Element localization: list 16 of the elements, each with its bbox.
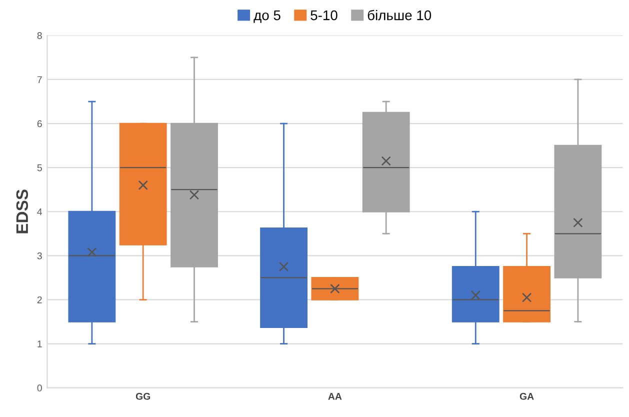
x-tick-label: GG bbox=[136, 392, 150, 400]
y-tick-label: 3 bbox=[37, 252, 42, 260]
legend-label: до 5 bbox=[254, 10, 280, 23]
y-tick-label: 5 bbox=[37, 164, 42, 172]
y-tick-label: 2 bbox=[37, 296, 42, 304]
y-tick-label: 1 bbox=[38, 340, 42, 348]
legend-label: 5-10 bbox=[310, 10, 338, 20]
legend-label: більше 10 bbox=[368, 10, 432, 20]
y-tick-label: 6 bbox=[37, 120, 42, 128]
x-tick-label: AA bbox=[328, 393, 342, 400]
y-tick-label: 4 bbox=[37, 208, 42, 216]
y-axis-title: EDSS bbox=[16, 190, 28, 234]
x-tick-label: GA bbox=[520, 392, 534, 400]
y-tick-label: 0 bbox=[37, 384, 42, 392]
y-tick-label: 7 bbox=[37, 76, 42, 84]
y-tick-label: 8 bbox=[37, 32, 42, 40]
